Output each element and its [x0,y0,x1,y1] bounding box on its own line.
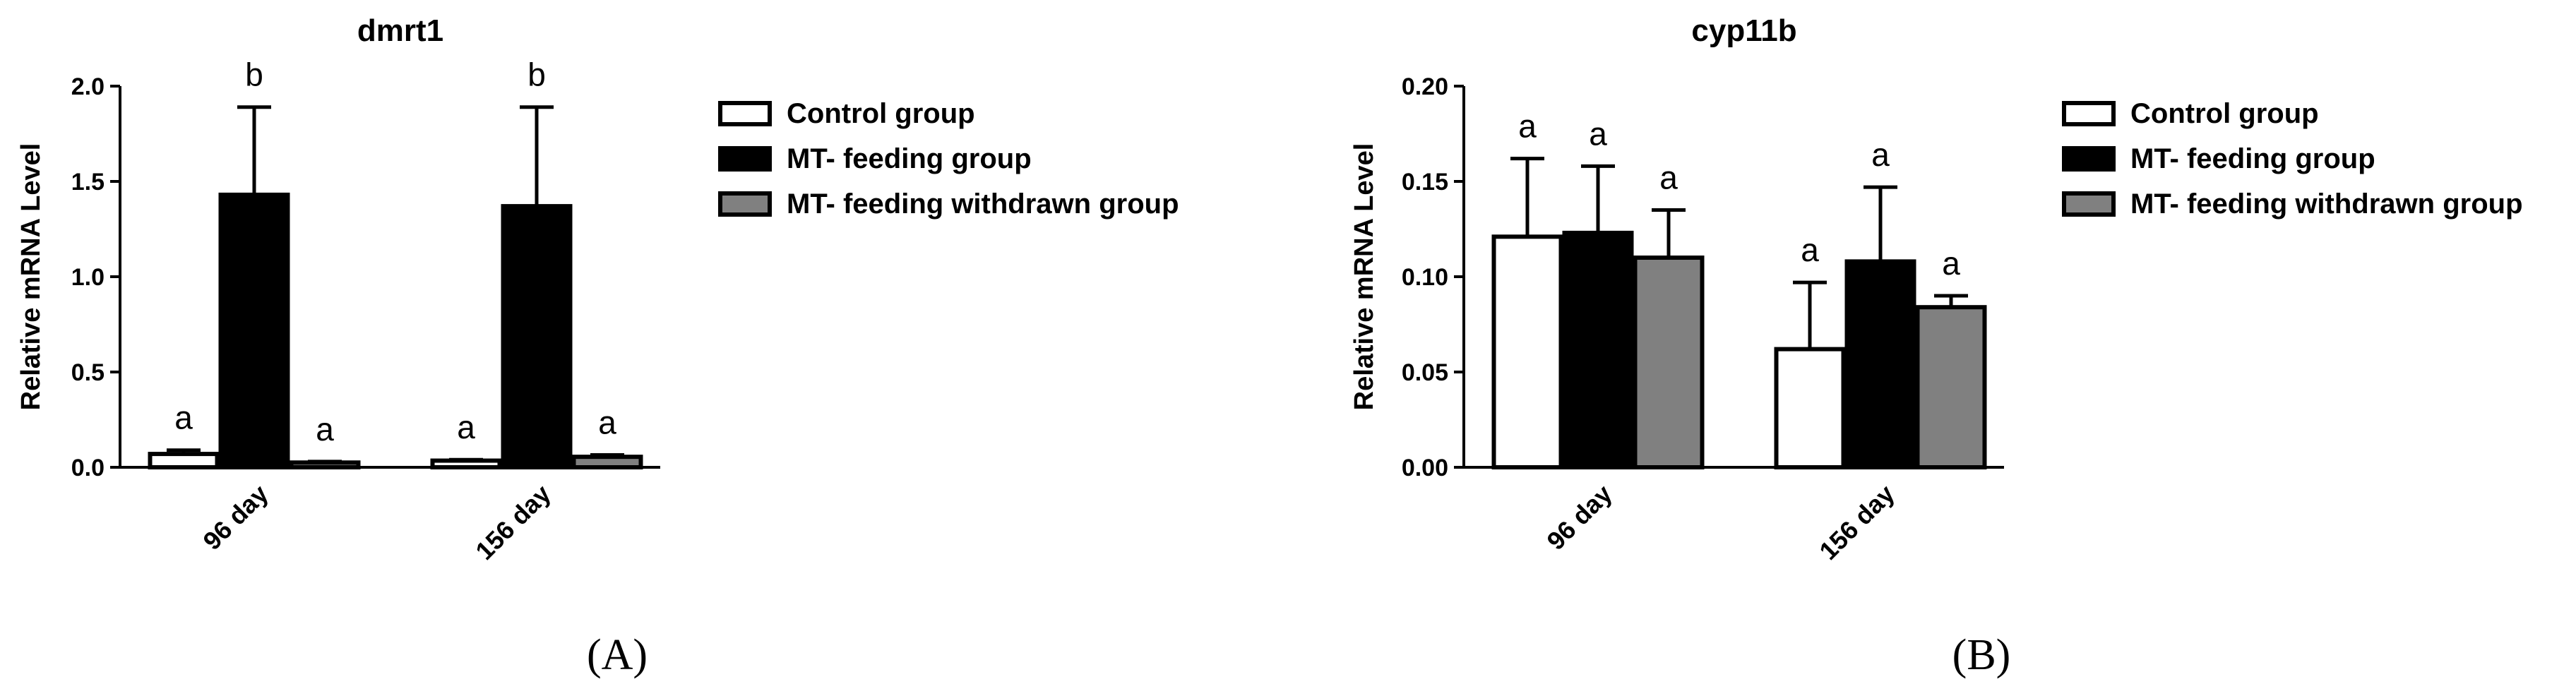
legend-swatch [2062,101,2116,126]
legend-label: MT- feeding withdrawn group [2130,188,2523,220]
significance-letter: b [527,56,546,93]
significance-letter: a [457,409,475,445]
panel-a-y-axis-label: Relative mRNA Level [16,143,46,411]
bar-mt-feeding-withdrawn-group-96-day [1633,256,1705,469]
significance-letter: a [1659,160,1678,196]
legend-swatch [2062,146,2116,172]
legend-label: Control group [787,98,975,129]
significance-letter: a [1871,136,1890,173]
panel-a-label: (A) [587,631,648,679]
significance-letter: b [245,56,263,93]
panel-b-y-tick-label: 0.00 [1402,455,1448,481]
legend-swatch [718,101,772,126]
panel-a-title: dmrt1 [357,13,443,48]
significance-letter: a [174,400,193,436]
bar-control-group-156-day [1774,347,1846,469]
legend-swatch [718,191,772,217]
legend-swatch [2062,191,2116,217]
panel-a-y-tick-label: 0.5 [71,359,105,386]
significance-letter: a [1589,115,1607,152]
legend-swatch [718,146,772,172]
bar-mt-feeding-group-156-day [1844,259,1916,469]
x-category-label: 96 day [1541,479,1617,556]
bar-control-group-96-day [1491,234,1563,469]
significance-letter: a [1518,108,1537,145]
legend-label: Control group [2130,98,2319,129]
bar-mt-feeding-group-96-day [218,192,290,469]
significance-letter: a [1942,245,1960,282]
legend-label: MT- feeding group [787,143,1032,174]
bar-mt-feeding-group-96-day [1562,230,1634,469]
bar-mt-feeding-withdrawn-group-156-day [1915,305,1987,470]
panel-a-y-tick-label: 2.0 [71,73,105,100]
panel-b-title: cyp11b [1691,13,1796,48]
significance-letter: a [1801,232,1819,268]
panel-b-y-axis-label: Relative mRNA Level [1349,143,1379,411]
panel-b-y-tick-label: 0.15 [1402,169,1448,196]
bar-mt-feeding-withdrawn-group-96-day [289,460,361,469]
panel-b-y-tick-label: 0.10 [1402,264,1448,291]
panel-b-cyp11b: cyp11b Relative mRNA Level 0.00 0.05 0.10 0… [1349,13,2523,679]
legend-label: MT- feeding withdrawn group [787,188,1179,220]
x-category-label: 96 day [197,479,273,556]
panel-b-y-tick-label: 0.20 [1402,73,1448,100]
panel-b-y-tick-label: 0.05 [1402,359,1448,386]
significance-letter: a [316,411,334,448]
bar-mt-feeding-group-156-day [501,204,573,469]
panel-a-dmrt1: dmrt1 Relative mRNA Level 0.0 0.5 1.0 1.5 2.… [16,13,1179,679]
panel-a-y-tick-label: 0.0 [71,455,105,481]
x-category-label: 156 day [1813,479,1900,565]
x-category-label: 156 day [470,479,556,565]
bar-mt-feeding-withdrawn-group-156-day [571,455,643,470]
significance-letter: a [598,404,616,440]
panel-a-y-tick-label: 1.5 [71,169,105,196]
bar-control-group-156-day [430,458,502,469]
legend-label: MT- feeding group [2130,143,2375,174]
panel-a-y-tick-label: 1.0 [71,264,105,291]
bar-control-group-96-day [148,452,220,469]
panel-b-label: (B) [1952,631,2011,679]
